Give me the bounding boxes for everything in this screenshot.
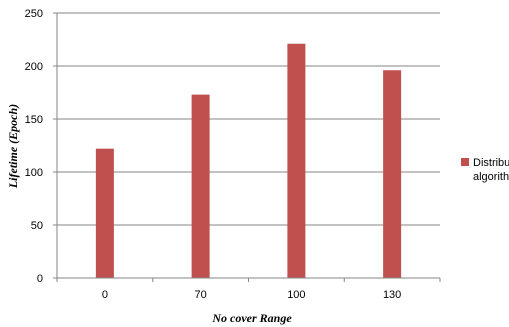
y-tick-label: 200	[25, 61, 43, 73]
gridlines	[57, 12, 440, 226]
x-axis-title: No cover Range	[211, 311, 292, 325]
y-tick-label: 150	[25, 114, 43, 126]
legend-label-line-1: Distribute	[473, 157, 509, 169]
bars	[95, 43, 402, 279]
bar	[95, 148, 114, 278]
y-tick-label: 100	[25, 167, 43, 179]
bar	[191, 94, 210, 279]
x-tick-label: 0	[102, 289, 108, 301]
bar	[383, 70, 402, 279]
y-tick-label: 250	[25, 8, 43, 20]
y-axis-title: Lifetime (Epoch)	[6, 104, 20, 189]
x-tick-label: 130	[383, 289, 401, 301]
legend-swatch	[461, 158, 469, 166]
legend-label-line-2: algorithm	[473, 171, 509, 183]
x-tick-label: 100	[287, 289, 305, 301]
x-axis-ticks: 0 70 100 130	[56, 278, 441, 301]
y-tick-label: 0	[37, 273, 43, 285]
legend: Distribute algorithm	[461, 157, 509, 183]
bar	[287, 43, 306, 278]
x-tick-label: 70	[195, 289, 207, 301]
y-tick-label: 50	[31, 220, 43, 232]
y-axis-ticks: 0 50 100 150 200 250	[25, 8, 57, 285]
